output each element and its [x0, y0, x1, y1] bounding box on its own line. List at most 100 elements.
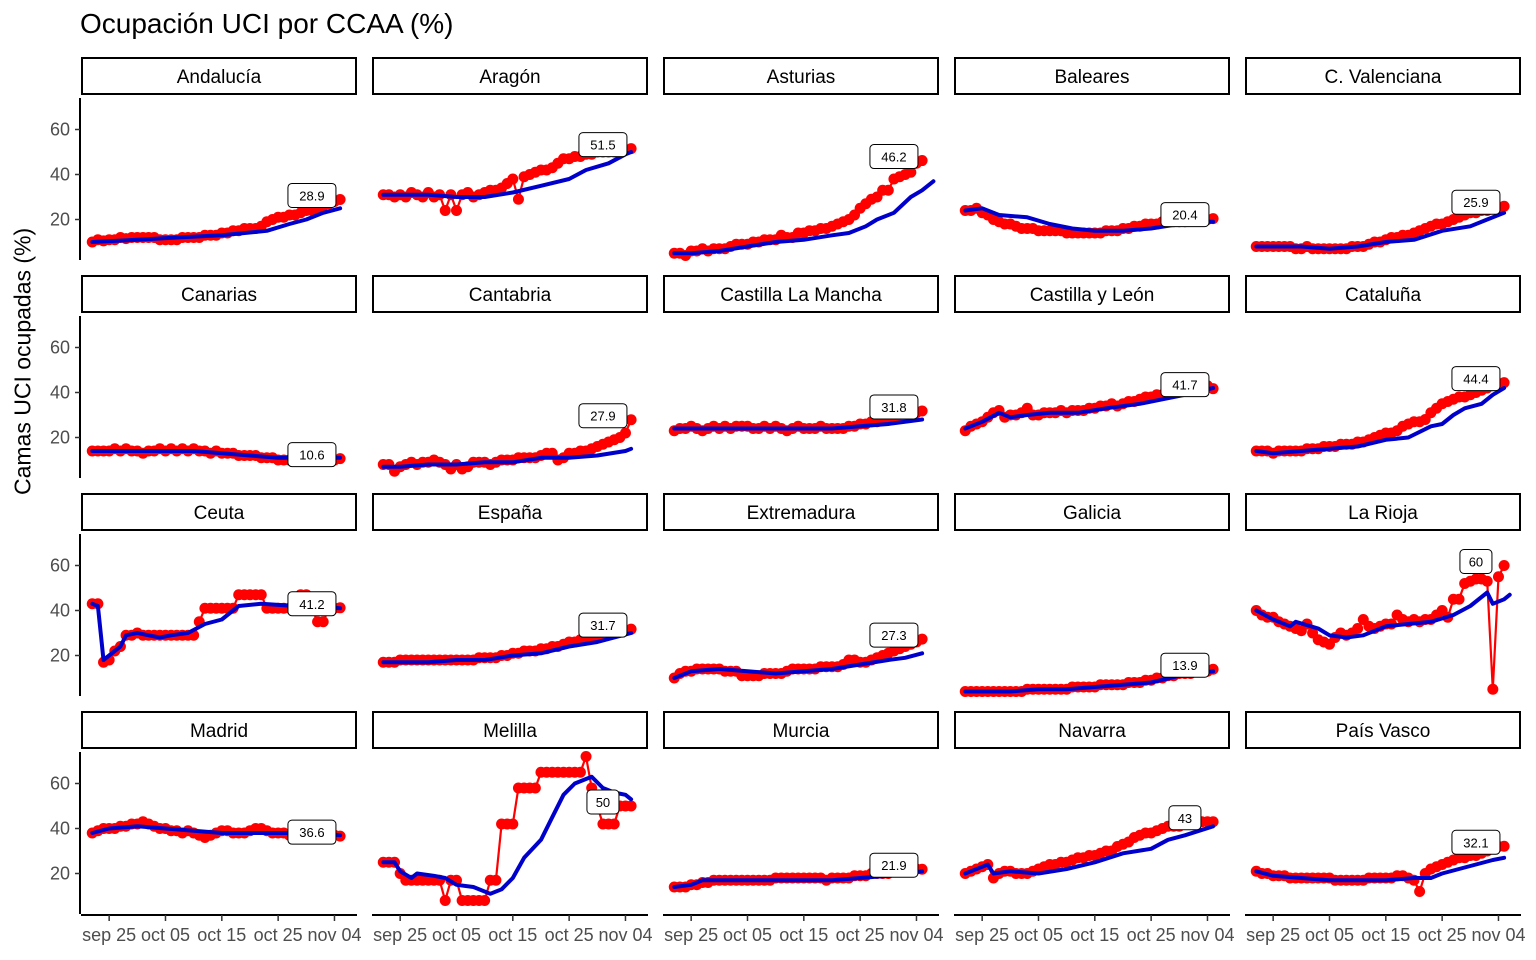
panel-17: Murcia sep 25 oct 05 oct 15 oct 25 nov 04 21.9	[663, 711, 943, 945]
x-tick-label: nov 04	[598, 925, 652, 945]
panel-4: C. Valenciana 25.9	[1245, 57, 1521, 255]
x-tick-label: oct 15	[488, 925, 537, 945]
value-label-box	[869, 622, 919, 648]
observed-point	[479, 895, 491, 906]
value-label: 51.5	[590, 138, 615, 153]
x-tick-label: sep 25	[664, 925, 718, 945]
panel-5: Canarias 20 40 60 10.6	[50, 275, 357, 478]
value-label: 36.6	[299, 825, 324, 840]
observed-point	[255, 589, 267, 601]
y-tick-label: 40	[50, 819, 70, 839]
panel-16: Melilla sep 25 oct 05 oct 15 oct 25 nov 04 50	[372, 711, 652, 945]
y-tick-label: 20	[50, 210, 70, 230]
observed-point	[1498, 377, 1510, 389]
strip-label: Canarias	[181, 285, 257, 306]
strip-label: Navarra	[1058, 721, 1126, 742]
value-label-box	[578, 132, 628, 158]
y-tick-label: 40	[50, 383, 70, 403]
strip-label: Galicia	[1063, 503, 1122, 524]
strip-box	[372, 57, 648, 95]
panel-11: España 31.7	[372, 493, 648, 668]
observed-point	[512, 193, 524, 205]
strip-box	[1245, 493, 1521, 531]
y-tick-label: 60	[50, 774, 70, 794]
value-label: 43	[1178, 811, 1192, 826]
strip-label: Ceuta	[194, 503, 245, 524]
smoothed-line	[381, 446, 634, 469]
strip-box	[1245, 711, 1521, 749]
smoothed-line	[90, 601, 343, 662]
value-label: 20.4	[1172, 208, 1197, 223]
y-tick-label: 20	[50, 428, 70, 448]
value-label: 41.7	[1172, 378, 1197, 393]
x-tick-label: oct 25	[1418, 925, 1467, 945]
panel-0: Andalucía 20 40 60 28.9	[50, 57, 357, 260]
value-label-box	[1451, 829, 1501, 855]
value-label: 50	[596, 795, 610, 810]
strip-label: Baleares	[1055, 67, 1130, 88]
strip-box	[1245, 275, 1521, 313]
strip-label: Cataluña	[1345, 285, 1421, 306]
x-tick-label: oct 25	[836, 925, 885, 945]
strip-label: Asturias	[767, 67, 836, 88]
strip-label: La Rioja	[1348, 503, 1418, 524]
observed-point	[1492, 571, 1504, 583]
observed-point	[450, 205, 462, 216]
observed-point	[1498, 200, 1510, 212]
observed-point	[507, 173, 519, 185]
observed-point	[1453, 593, 1465, 605]
y-tick-label: 20	[50, 864, 70, 884]
panel-19: País Vasco sep 25 oct 05 oct 15 oct 25 nov 04…	[1245, 711, 1525, 945]
observed-point	[529, 782, 541, 794]
x-tick-label: oct 05	[723, 925, 772, 945]
x-tick-label: sep 25	[1246, 925, 1300, 945]
value-label-box	[1451, 366, 1501, 392]
x-tick-label: oct 15	[1070, 925, 1119, 945]
value-label: 31.7	[590, 618, 615, 633]
strip-box	[954, 711, 1230, 749]
strip-box	[81, 711, 357, 749]
panel-14: La Rioja 60	[1245, 493, 1521, 695]
value-label-box	[1160, 652, 1210, 678]
strip-label: España	[478, 503, 543, 524]
strip-label: Extremadura	[747, 503, 856, 524]
x-tick-label: oct 05	[1305, 925, 1354, 945]
observed-point	[1414, 886, 1426, 897]
panel-6: Cantabria 27.9	[372, 275, 648, 477]
value-label-box	[869, 394, 919, 420]
x-tick-label: oct 25	[254, 925, 303, 945]
value-label-box	[1168, 805, 1202, 831]
strip-box	[663, 493, 939, 531]
panel-10: Ceuta 20 40 60 41.2	[50, 493, 357, 696]
observed-point	[625, 800, 637, 812]
value-label-box	[287, 819, 337, 845]
strip-box	[81, 57, 357, 95]
smoothed-line	[381, 150, 634, 199]
x-tick-label: oct 15	[197, 925, 246, 945]
observed-point	[905, 166, 917, 178]
value-label: 25.9	[1463, 195, 1488, 210]
smoothed-line	[963, 824, 1216, 876]
strip-box	[954, 493, 1230, 531]
panel-18: Navarra sep 25 oct 05 oct 15 oct 25 nov 04 43	[954, 711, 1234, 945]
value-label: 46.2	[881, 150, 906, 165]
observed-point	[625, 414, 637, 426]
panel-9: Cataluña 44.4	[1245, 275, 1521, 459]
observed-point	[916, 633, 928, 645]
value-label: 27.9	[590, 409, 615, 424]
strip-label: Murcia	[772, 721, 829, 742]
y-tick-label: 60	[50, 120, 70, 140]
y-tick-label: 60	[50, 556, 70, 576]
panel-12: Extremadura 27.3	[663, 493, 939, 684]
value-label: 28.9	[299, 188, 324, 203]
observed-point	[1498, 560, 1510, 571]
strip-label: País Vasco	[1336, 721, 1431, 742]
strip-label: C. Valenciana	[1325, 67, 1442, 88]
value-label-box	[287, 591, 337, 617]
panel-2: Asturias 46.2	[663, 57, 939, 261]
y-tick-label: 60	[50, 338, 70, 358]
observed-point	[439, 895, 451, 906]
observed-point	[490, 874, 502, 886]
smoothed-line	[963, 386, 1216, 431]
